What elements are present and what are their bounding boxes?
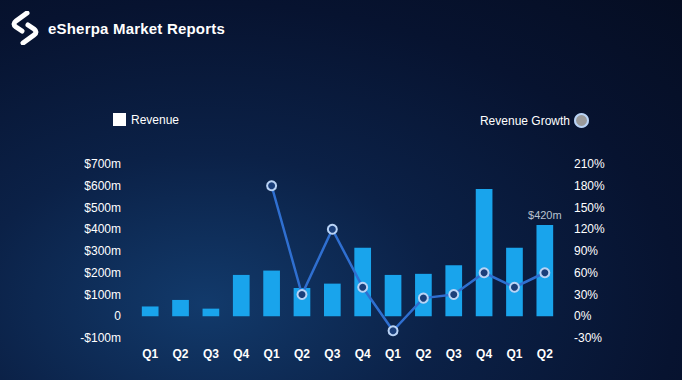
svg-text:$500m: $500m <box>84 201 121 215</box>
svg-text:Q1: Q1 <box>264 347 280 361</box>
svg-text:0: 0 <box>114 309 121 323</box>
svg-text:$600m: $600m <box>84 179 121 193</box>
svg-text:Q2: Q2 <box>415 347 431 361</box>
svg-text:Q2: Q2 <box>537 347 553 361</box>
svg-text:Q1: Q1 <box>142 347 158 361</box>
svg-text:Q3: Q3 <box>446 347 462 361</box>
svg-text:-$100m: -$100m <box>80 331 121 345</box>
svg-text:Revenue: Revenue <box>131 113 179 127</box>
svg-text:$420m: $420m <box>528 209 562 221</box>
svg-text:$200m: $200m <box>84 266 121 280</box>
svg-text:$400m: $400m <box>84 222 121 236</box>
svg-text:180%: 180% <box>574 179 605 193</box>
svg-text:Q4: Q4 <box>476 347 492 361</box>
svg-text:Q4: Q4 <box>355 347 371 361</box>
svg-text:Q4: Q4 <box>233 347 249 361</box>
svg-text:150%: 150% <box>574 201 605 215</box>
svg-text:$300m: $300m <box>84 244 121 258</box>
html-text:eSherpa Market Reports: eSherpa Market Reports <box>48 19 225 37</box>
svg-text:Q1: Q1 <box>506 347 522 361</box>
svg-text:$700m: $700m <box>84 157 121 171</box>
svg-text:Q2: Q2 <box>173 347 189 361</box>
svg-text:$100m: $100m <box>84 288 121 302</box>
svg-text:Q3: Q3 <box>203 347 219 361</box>
svg-text:210%: 210% <box>574 157 605 171</box>
svg-text:60%: 60% <box>574 266 598 280</box>
svg-text:Q1: Q1 <box>385 347 401 361</box>
svg-text:0%: 0% <box>574 309 592 323</box>
svg-text:Q3: Q3 <box>324 347 340 361</box>
svg-text:120%: 120% <box>574 222 605 236</box>
svg-text:-30%: -30% <box>574 331 602 345</box>
svg-text:30%: 30% <box>574 288 598 302</box>
svg-text:Revenue Growth: Revenue Growth <box>480 114 570 128</box>
svg-text:Q2: Q2 <box>294 347 310 361</box>
svg-text:90%: 90% <box>574 244 598 258</box>
